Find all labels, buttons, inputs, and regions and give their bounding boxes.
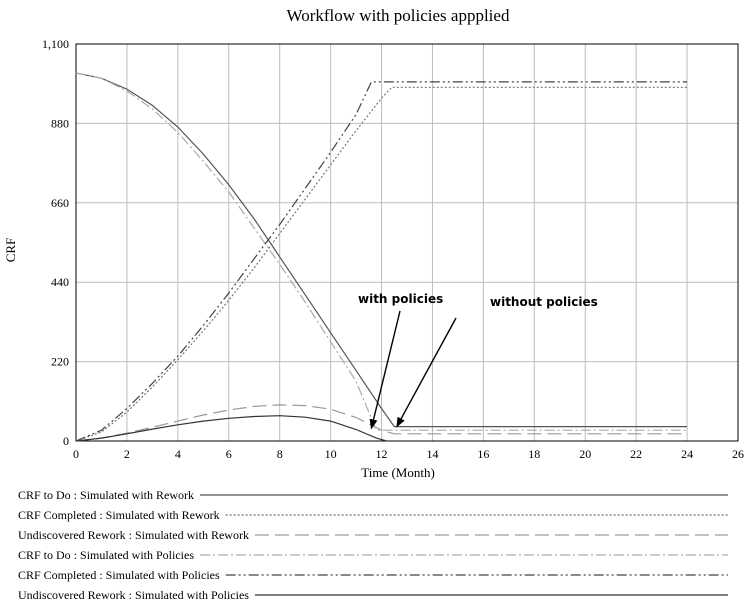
legend-entry-label-4: CRF to Do : Simulated with Policies	[18, 548, 194, 562]
y-tick-label: 220	[51, 355, 69, 369]
legend-entry-label-2: CRF Completed : Simulated with Rework	[18, 508, 220, 522]
x-tick-label: 16	[477, 447, 489, 461]
x-tick-label: 6	[226, 447, 232, 461]
series-line-6	[75, 415, 387, 442]
legend-entry-label-1: CRF to Do : Simulated with Rework	[18, 488, 194, 502]
x-tick-label: 10	[325, 447, 337, 461]
chart-title: Workflow with policies appplied	[287, 6, 510, 25]
x-tick-label: 24	[681, 447, 693, 461]
series-line-5	[75, 81, 688, 442]
series-line-1	[75, 72, 688, 428]
grid	[75, 43, 739, 442]
legend-entry-label-3: Undiscovered Rework : Simulated with Rew…	[18, 528, 249, 542]
x-tick-label: 14	[426, 447, 438, 461]
annotation-arrow-2	[396, 317, 457, 428]
annotation-label-1: with policies	[358, 292, 443, 306]
legend-entry-label-5: CRF Completed : Simulated with Policies	[18, 568, 220, 582]
x-tick-label: 8	[277, 447, 283, 461]
x-tick-label: 0	[73, 447, 79, 461]
x-tick-label: 4	[175, 447, 181, 461]
x-tick-label: 18	[528, 447, 540, 461]
x-tick-label: 26	[732, 447, 744, 461]
y-axis-ticks: 0 220 440 660 880 1,100	[42, 37, 69, 448]
series-line-4	[75, 72, 688, 431]
annotations: with policies without policies	[358, 292, 598, 430]
x-axis-ticks: 0 2 4 6 8 10 12 14 16 18 20 22 24 26	[73, 447, 744, 461]
y-tick-label: 880	[51, 116, 69, 130]
x-axis-label: Time (Month)	[361, 465, 435, 480]
y-tick-label: 440	[51, 275, 69, 289]
y-tick-label: 660	[51, 196, 69, 210]
legend-entry-label-6: Undiscovered Rework : Simulated with Pol…	[18, 588, 249, 602]
x-tick-label: 22	[630, 447, 642, 461]
plot-frame	[75, 43, 739, 442]
x-tick-label: 20	[579, 447, 591, 461]
y-axis-label: CRF	[3, 238, 18, 263]
annotation-arrow-1	[369, 310, 401, 430]
x-tick-label: 2	[124, 447, 130, 461]
annotation-label-2: without policies	[490, 295, 598, 309]
x-tick-label: 12	[376, 447, 388, 461]
y-tick-label: 0	[63, 434, 69, 448]
legend: CRF to Do : Simulated with Rework CRF Com…	[18, 488, 728, 602]
y-tick-label: 1,100	[42, 37, 69, 51]
